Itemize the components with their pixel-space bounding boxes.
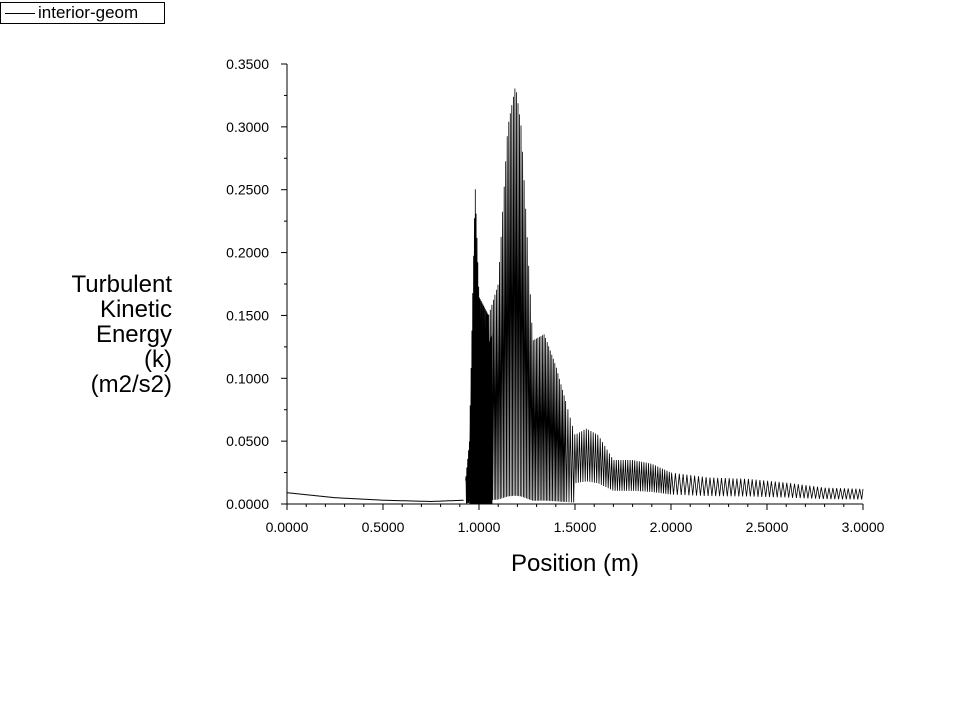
legend-line-swatch	[5, 12, 35, 14]
x-tick-label: 2.0000	[650, 519, 693, 535]
legend: interior-geom	[0, 2, 165, 24]
y-tick-label: 0.0500	[226, 433, 269, 449]
y-axis-label-line: Kinetic	[99, 296, 172, 323]
x-tick-label: 3.0000	[842, 519, 885, 535]
y-tick-label: 0.2500	[226, 182, 269, 198]
y-tick-label: 0.3000	[226, 119, 269, 135]
y-tick-label: 0.3500	[226, 56, 269, 72]
y-axis-label-line: (k)	[144, 346, 172, 373]
x-axis-label: Position (m)	[510, 550, 640, 577]
series-dense-band	[469, 243, 493, 504]
x-tick-label: 1.0000	[458, 519, 501, 535]
y-tick-label: 0.1500	[226, 307, 269, 323]
x-tick-label: 0.0000	[266, 519, 309, 535]
x-tick-label: 2.5000	[746, 519, 789, 535]
legend-label: interior-geom	[38, 3, 139, 22]
series-line-interior-geom	[465, 88, 864, 504]
y-axis-label-line: (m2/s2)	[90, 371, 172, 398]
x-tick-label: 0.5000	[362, 519, 405, 535]
y-axis-label-line: Energy	[95, 321, 172, 348]
x-tick-label: 1.5000	[554, 519, 597, 535]
y-tick-label: 0.0000	[226, 496, 269, 512]
y-tick-label: 0.1000	[226, 370, 269, 386]
y-tick-label: 0.2000	[226, 245, 269, 261]
y-axis-label: Turbulent Kinetic Energy (k) (m2/s2)	[20, 271, 173, 398]
y-axis-label-line: Turbulent	[71, 271, 173, 298]
series-line-inlet	[286, 492, 464, 503]
